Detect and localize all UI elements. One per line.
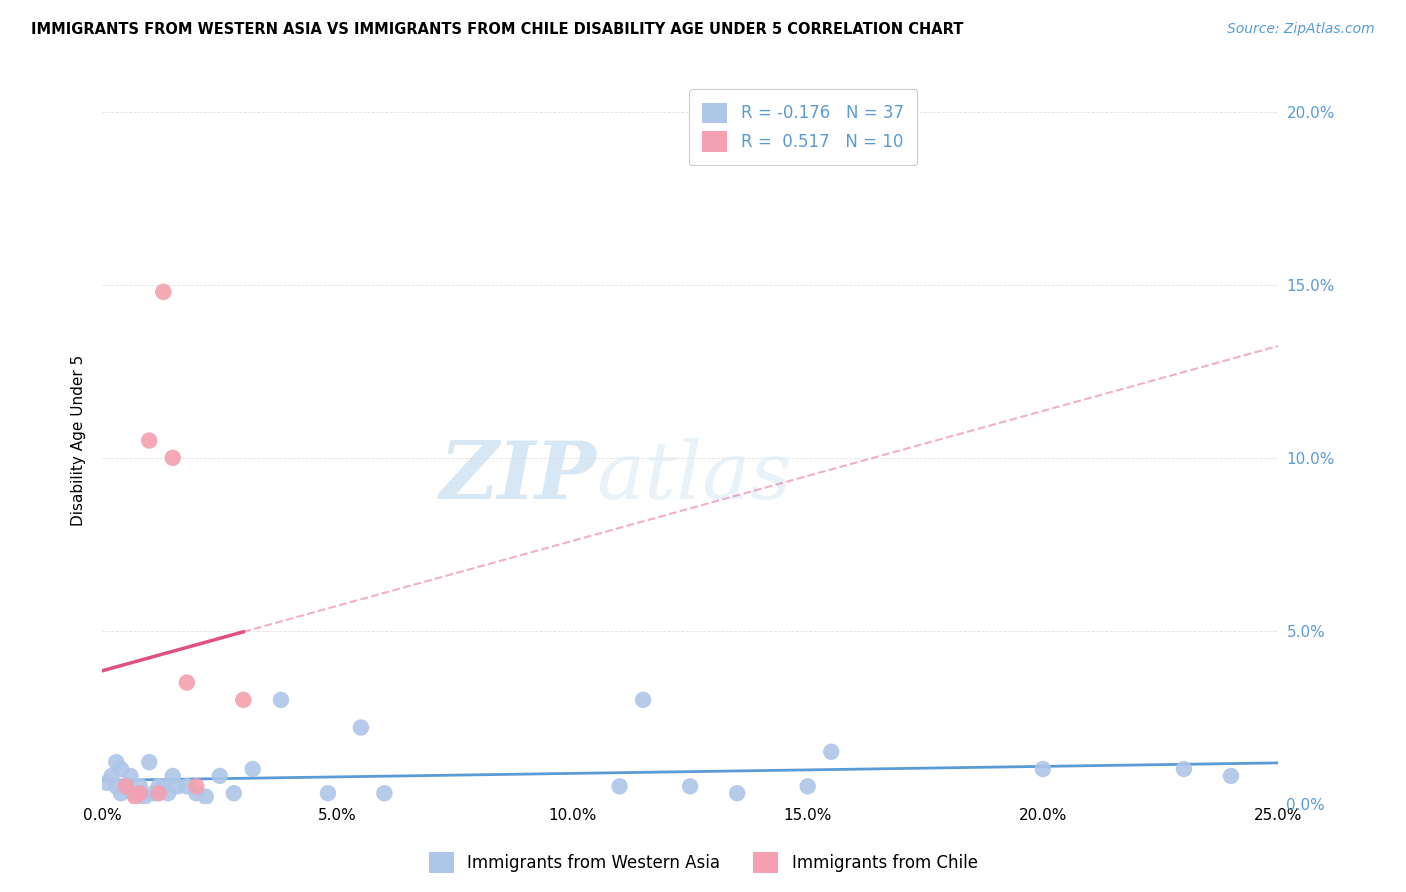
Point [166,780,188,794]
Point [232,693,254,707]
Point [124,789,146,804]
Point [1220,769,1243,783]
Point [242,762,264,776]
Point [725,786,748,800]
Point [152,285,174,299]
Point [162,769,184,783]
Point [679,780,702,794]
Legend: R = -0.176   N = 37, R =  0.517   N = 10: R = -0.176 N = 37, R = 0.517 N = 10 [689,89,917,165]
Point [120,769,142,783]
Text: ZIP: ZIP [439,438,596,516]
Point [128,780,150,794]
Legend: Immigrants from Western Asia, Immigrants from Chile: Immigrants from Western Asia, Immigrants… [422,846,984,880]
Text: atlas: atlas [596,438,792,516]
Point [1032,762,1054,776]
Point [176,675,198,690]
Point [96,776,118,790]
Point [134,789,156,804]
Y-axis label: Disability Age Under 5: Disability Age Under 5 [72,355,86,526]
Point [316,786,339,800]
Point [138,755,160,769]
Point [373,786,395,800]
Point [148,780,170,794]
Point [1173,762,1195,776]
Point [208,769,231,783]
Point [157,786,180,800]
Point [609,780,631,794]
Text: IMMIGRANTS FROM WESTERN ASIA VS IMMIGRANTS FROM CHILE DISABILITY AGE UNDER 5 COR: IMMIGRANTS FROM WESTERN ASIA VS IMMIGRAN… [31,22,963,37]
Point [110,762,132,776]
Point [142,786,165,800]
Point [105,755,128,769]
Point [820,745,842,759]
Text: Source: ZipAtlas.com: Source: ZipAtlas.com [1227,22,1375,37]
Point [631,693,654,707]
Point [186,780,208,794]
Point [194,789,217,804]
Point [105,780,128,794]
Point [270,693,292,707]
Point [176,780,198,794]
Point [128,786,150,800]
Point [138,434,160,448]
Point [114,780,136,794]
Point [162,450,184,465]
Point [186,786,208,800]
Point [124,786,146,800]
Point [350,721,373,735]
Point [796,780,818,794]
Point [152,780,174,794]
Point [114,780,136,794]
Point [148,786,170,800]
Point [222,786,245,800]
Point [100,769,122,783]
Point [110,786,132,800]
